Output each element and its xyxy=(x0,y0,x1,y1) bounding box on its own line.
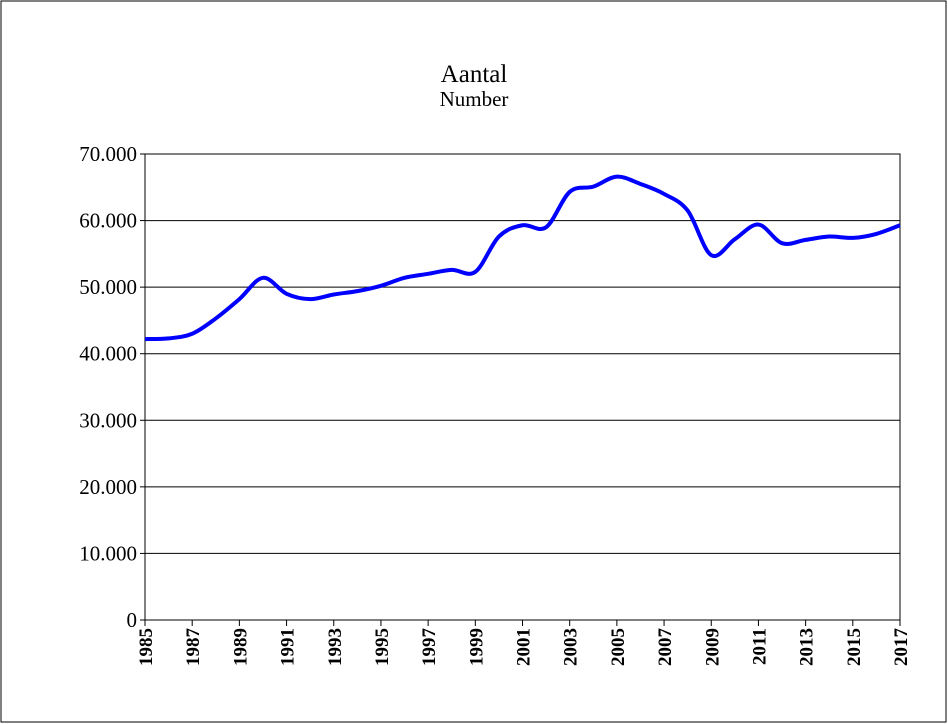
x-tick-label: 2015 xyxy=(844,628,865,666)
chart-title: Aantal xyxy=(441,61,508,88)
y-tick-label: 60.000 xyxy=(79,209,137,233)
x-tick-label: 1995 xyxy=(372,628,393,666)
x-tick-label: 1993 xyxy=(325,628,346,666)
y-tick-label: 40.000 xyxy=(79,342,137,366)
y-tick-label: 30.000 xyxy=(79,408,137,432)
y-tick-label: 70.000 xyxy=(79,142,137,166)
x-tick-label: 2003 xyxy=(561,628,582,666)
line-series xyxy=(144,174,901,342)
x-tick-label: 1987 xyxy=(183,628,204,667)
x-tick-label: 2001 xyxy=(514,628,535,666)
x-tick-label: 1997 xyxy=(419,628,440,667)
x-tick-label: 1999 xyxy=(466,628,487,666)
y-tick-label: 50.000 xyxy=(79,275,137,299)
x-tick-label: 2005 xyxy=(608,628,629,666)
x-tick-label: 2009 xyxy=(702,628,723,666)
x-tick-label: 1989 xyxy=(230,628,251,666)
x-tick-label: 1991 xyxy=(278,628,299,666)
x-tick-label: 2013 xyxy=(797,628,818,666)
y-tick-label: 0 xyxy=(127,608,138,632)
x-tick-label: 2017 xyxy=(891,628,912,667)
y-tick-label: 10.000 xyxy=(79,541,137,565)
x-tick-label: 2007 xyxy=(655,628,676,667)
x-tick-label: 1985 xyxy=(136,628,157,666)
x-tick-label: 2011 xyxy=(749,628,770,665)
chart-subtitle: Number xyxy=(440,87,509,111)
y-tick-label: 20.000 xyxy=(79,475,137,499)
